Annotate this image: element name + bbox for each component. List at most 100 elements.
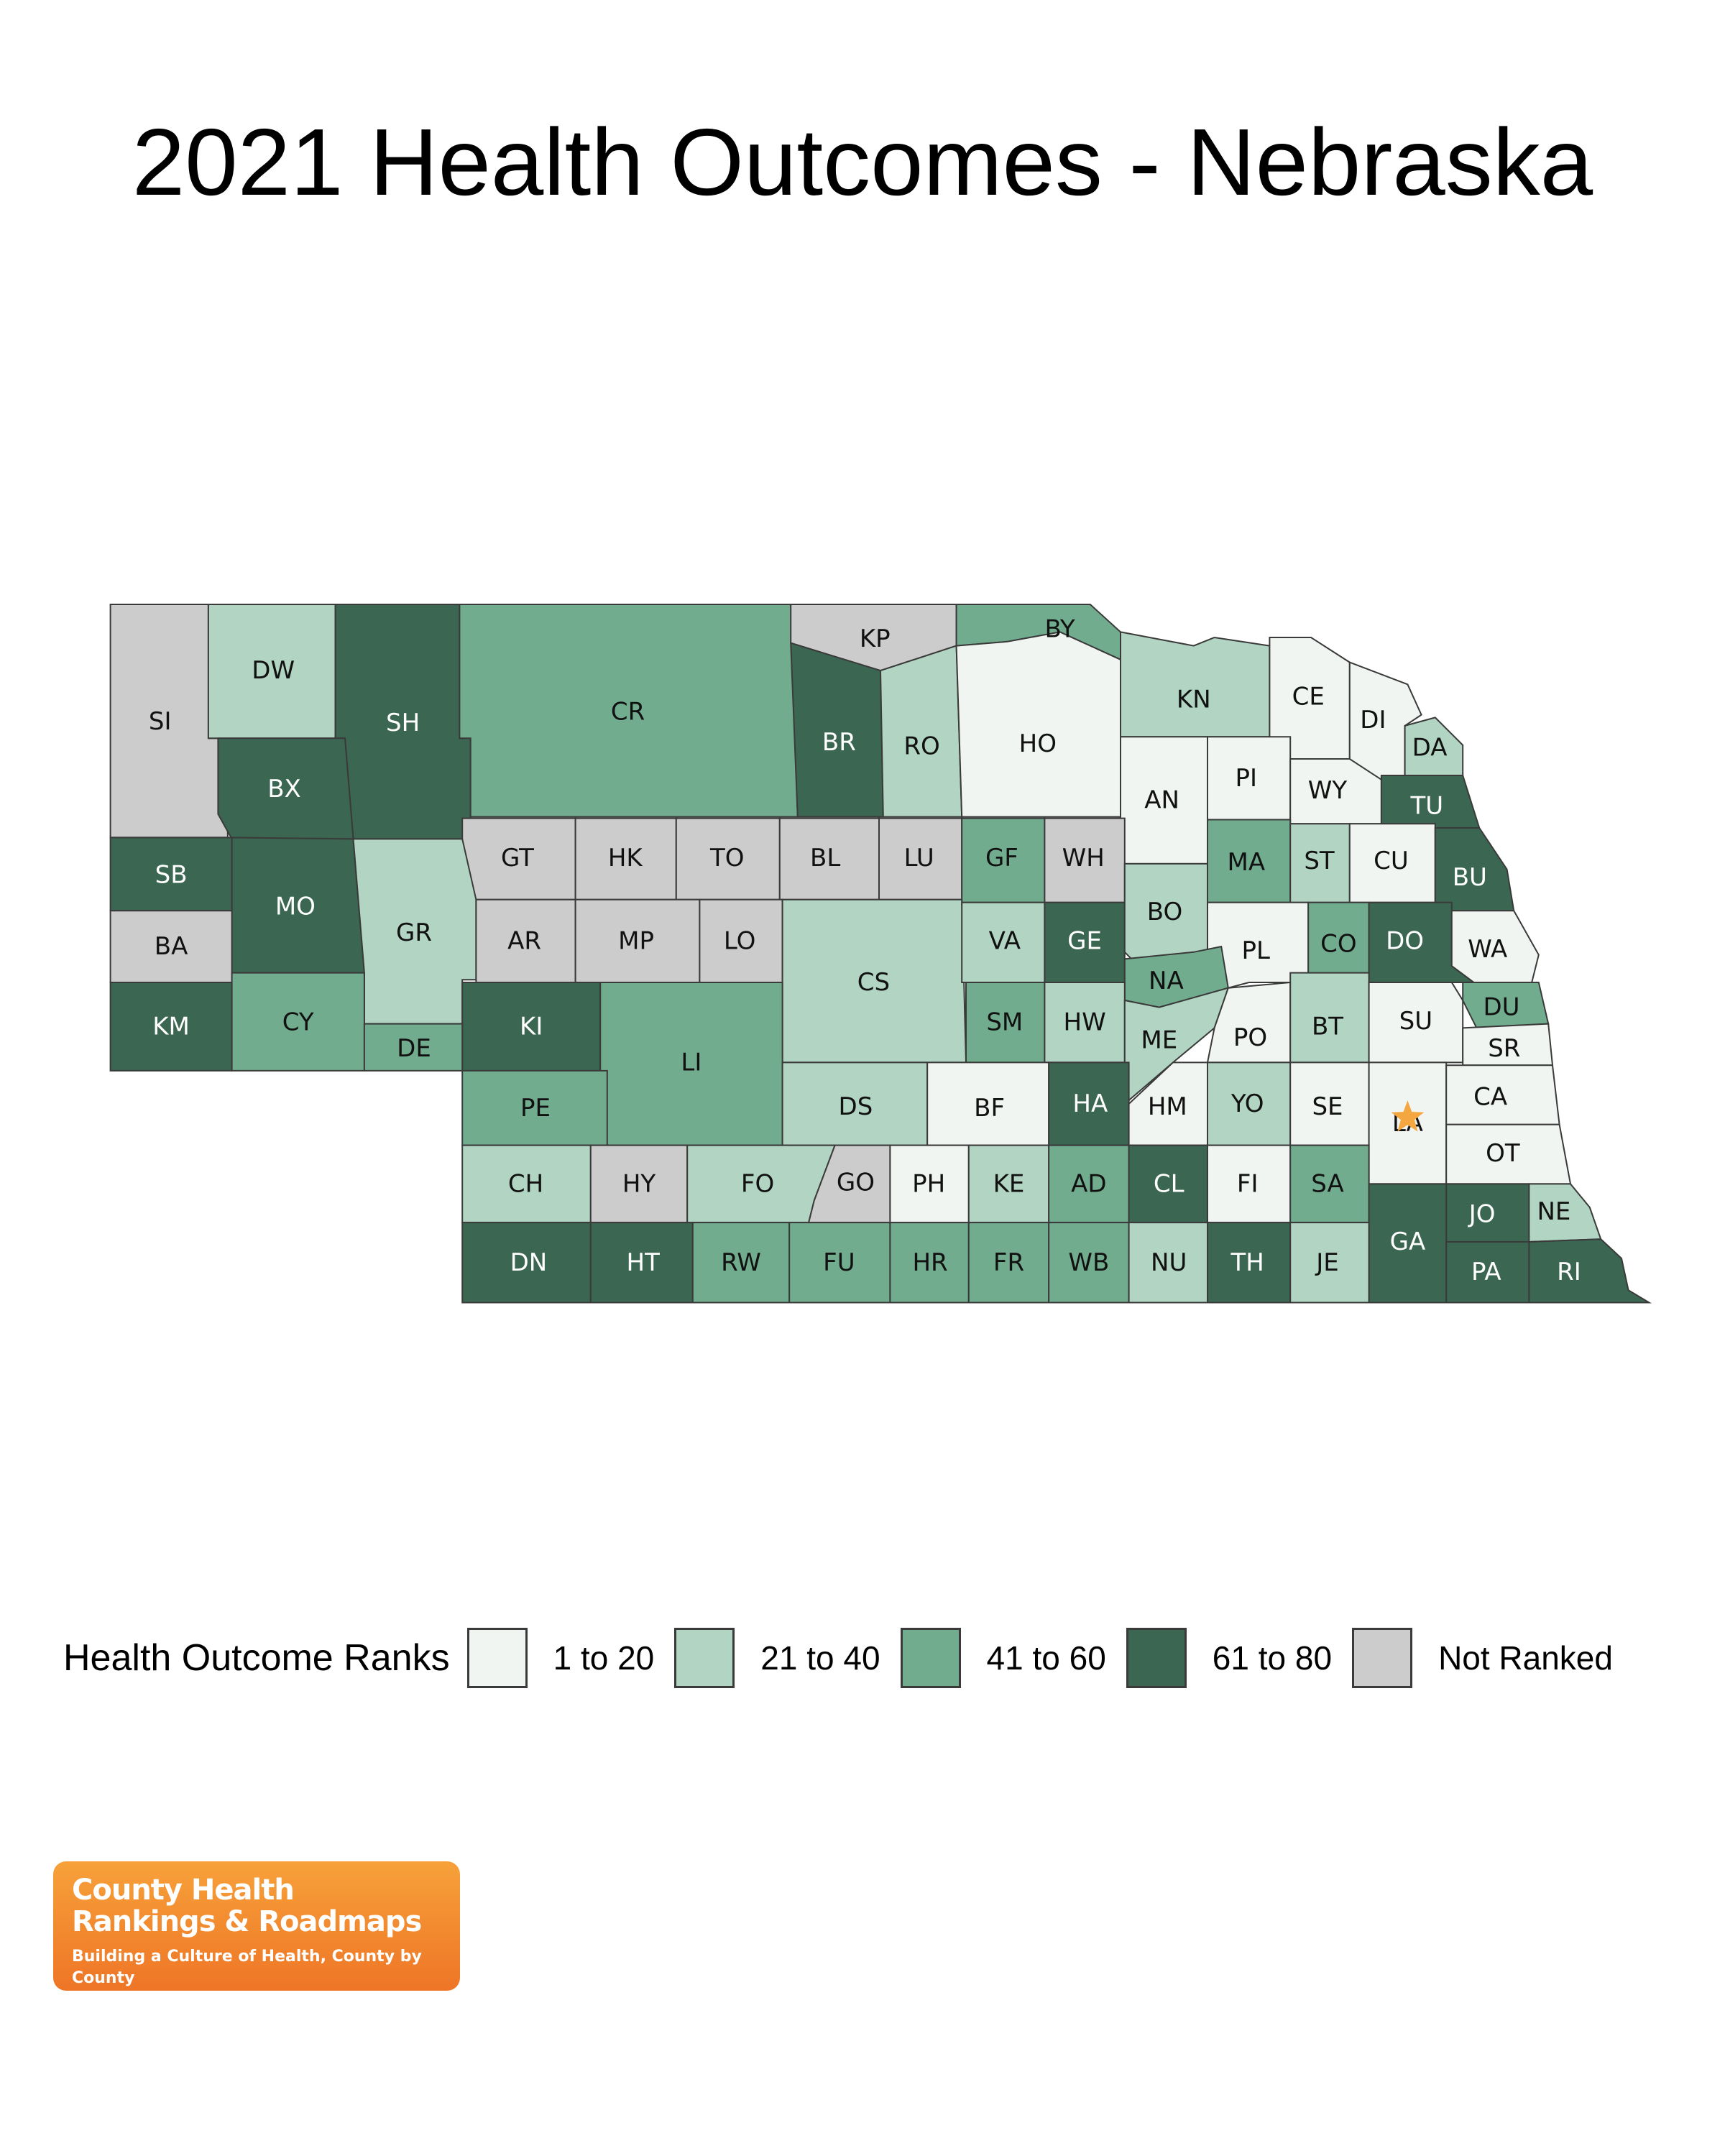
county-label-ba: BA — [155, 932, 188, 961]
capital-marker-layer — [1391, 1100, 1425, 1132]
county-ne — [1528, 1183, 1602, 1243]
logo-line-1: County Health — [72, 1874, 295, 1907]
county-label-dw: DW — [252, 656, 295, 685]
county-label-sr: SR — [1488, 1034, 1520, 1063]
county-label-hm: HM — [1148, 1092, 1187, 1121]
county-label-ds: DS — [839, 1092, 873, 1121]
county-label-sm: SM — [986, 1008, 1023, 1037]
county-label-ma: MA — [1228, 848, 1266, 877]
county-label-pe: PE — [520, 1094, 551, 1123]
county-label-ch: CH — [508, 1169, 543, 1198]
county-label-wa: WA — [1468, 935, 1507, 964]
county-label-du: DU — [1483, 993, 1519, 1022]
county-label-ht: HT — [627, 1248, 661, 1277]
county-label-cl: CL — [1154, 1169, 1184, 1198]
county-label-fr: FR — [993, 1248, 1024, 1277]
county-label-cs: CS — [857, 968, 890, 997]
county-label-ke: KE — [993, 1169, 1025, 1198]
legend-swatch — [1126, 1628, 1187, 1688]
county-label-di: DI — [1360, 706, 1386, 734]
legend-item-61-to-80: 61 to 80 — [1126, 1628, 1352, 1688]
county-label-ca: CA — [1473, 1082, 1507, 1111]
county-label-gr: GR — [396, 918, 432, 947]
county-label-go: GO — [837, 1168, 875, 1197]
legend-swatch — [674, 1628, 735, 1688]
county-label-hk: HK — [608, 844, 644, 872]
map-title: 2021 Health Outcomes - Nebraska — [132, 109, 1593, 215]
county-label-wh: WH — [1062, 844, 1105, 872]
county-label-km: KM — [152, 1013, 190, 1041]
county-health-rankings-logo: County Health Rankings & Roadmaps Buildi… — [53, 1861, 460, 1991]
county-label-da: DA — [1412, 734, 1448, 763]
county-label-pa: PA — [1471, 1258, 1501, 1286]
legend-title: Health Outcome Ranks — [63, 1637, 450, 1679]
counties-layer — [109, 604, 1652, 1304]
county-kn — [1120, 631, 1271, 738]
county-label-kp: KP — [860, 625, 891, 653]
county-label-dn: DN — [510, 1248, 548, 1277]
county-label-ad: AD — [1071, 1169, 1106, 1198]
county-label-ri: RI — [1557, 1258, 1581, 1286]
county-label-sh: SH — [386, 709, 420, 737]
county-label-je: JE — [1315, 1248, 1339, 1277]
county-label-ki: KI — [520, 1013, 543, 1041]
county-label-me: ME — [1141, 1026, 1177, 1055]
county-label-tu: TU — [1409, 791, 1443, 820]
county-label-va: VA — [989, 926, 1021, 955]
legend-label: 21 to 40 — [760, 1639, 880, 1677]
county-label-si: SI — [149, 707, 172, 736]
county-label-bt: BT — [1312, 1013, 1343, 1041]
county-label-ro: RO — [903, 732, 939, 761]
county-label-bl: BL — [810, 844, 840, 872]
county-ri — [1528, 1238, 1652, 1304]
county-label-hr: HR — [912, 1248, 947, 1277]
county-label-cr: CR — [611, 698, 645, 727]
county-label-su: SU — [1399, 1007, 1432, 1036]
county-label-bx: BX — [267, 775, 301, 803]
county-label-br: BR — [822, 728, 856, 757]
legend-item-21-to-40: 21 to 40 — [674, 1628, 900, 1688]
county-label-ga: GA — [1390, 1227, 1426, 1256]
county-label-wy: WY — [1308, 776, 1348, 805]
county-label-sb: SB — [155, 860, 188, 889]
county-label-mo: MO — [275, 892, 316, 921]
county-label-rw: RW — [721, 1248, 761, 1277]
county-label-hy: HY — [622, 1169, 656, 1198]
county-label-lo: LO — [724, 926, 756, 955]
county-label-ot: OT — [1486, 1139, 1520, 1168]
county-label-wb: WB — [1068, 1248, 1109, 1277]
county-label-po: PO — [1233, 1023, 1267, 1052]
county-label-fo: FO — [741, 1169, 774, 1198]
county-label-bf: BF — [974, 1094, 1005, 1123]
county-label-th: TH — [1230, 1248, 1264, 1277]
county-labels-layer: SI DW SH CR KP BY BR RO HO KN CE DI DA BX AN PI WY TU SB MO… — [149, 615, 1581, 1287]
legend-swatch — [466, 1628, 528, 1688]
county-label-na: NA — [1149, 967, 1184, 995]
county-label-ha: HA — [1072, 1089, 1108, 1118]
county-label-li: LI — [681, 1048, 702, 1077]
legend: Health Outcome Ranks 1 to 20 21 to 40 41… — [63, 1626, 1633, 1690]
county-label-pl: PL — [1241, 936, 1270, 965]
county-je — [1289, 1222, 1370, 1304]
legend-swatch — [900, 1628, 961, 1688]
legend-item-not-ranked: Not Ranked — [1352, 1628, 1633, 1688]
county-label-co: CO — [1320, 929, 1357, 958]
logo-line-2: Rankings & Roadmaps — [72, 1905, 422, 1938]
county-label-yo: YO — [1230, 1089, 1264, 1118]
county-label-lu: LU — [904, 844, 934, 872]
county-label-ph: PH — [912, 1169, 945, 1198]
county-label-se: SE — [1312, 1092, 1343, 1121]
county-label-ge: GE — [1067, 926, 1102, 955]
county-label-bu: BU — [1453, 863, 1487, 892]
county-label-gt: GT — [501, 844, 534, 872]
county-ho — [955, 631, 1121, 818]
county-label-an: AN — [1144, 786, 1179, 815]
county-label-ce: CE — [1292, 683, 1325, 711]
county-label-gf: GF — [985, 844, 1018, 872]
legend-label: 1 to 20 — [553, 1639, 655, 1677]
logo-tagline: Building a Culture of Health, County by … — [72, 1948, 422, 1987]
legend-label: 41 to 60 — [986, 1639, 1106, 1677]
county-label-nu: NU — [1151, 1248, 1187, 1277]
county-label-hw: HW — [1064, 1008, 1106, 1037]
